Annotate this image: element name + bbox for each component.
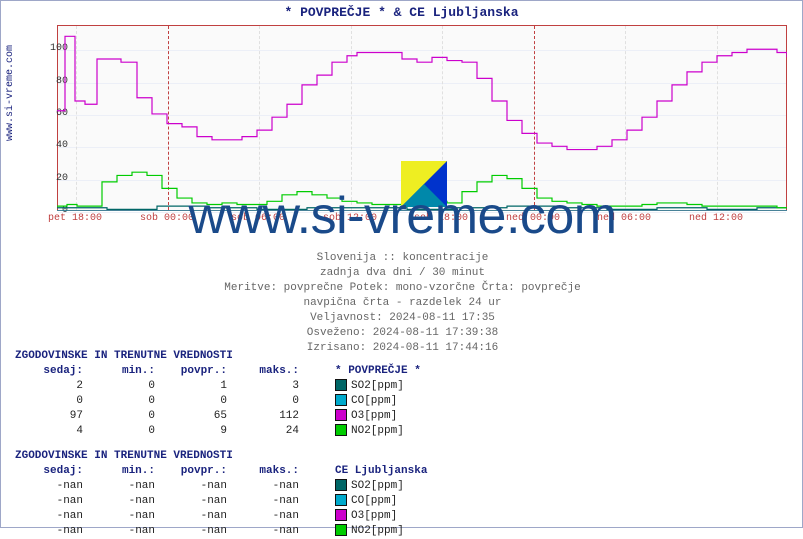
table-row: 2013SO2[ppm] <box>15 379 425 394</box>
x-tick: ned 06:00 <box>597 213 651 224</box>
table-row: -nan-nan-nan-nanNO2[ppm] <box>15 524 431 539</box>
x-tick: sob 12:00 <box>323 213 377 224</box>
legend-swatch <box>335 394 347 406</box>
legend-label: NO2[ppm] <box>351 525 404 537</box>
y-axis-label: www.si-vreme.com <box>5 45 16 141</box>
legend-swatch <box>335 524 347 536</box>
meta-line: Slovenija :: koncentracije <box>1 251 803 266</box>
legend-label: O3[ppm] <box>351 410 397 422</box>
table-row: -nan-nan-nan-nanCO[ppm] <box>15 494 431 509</box>
legend-swatch <box>335 479 347 491</box>
x-tick: ned 00:00 <box>506 213 560 224</box>
meta-line: zadnja dva dni / 30 minut <box>1 266 803 281</box>
table-row: -nan-nan-nan-nanSO2[ppm] <box>15 479 431 494</box>
chart-title: * POVPREČJE * & CE Ljubljanska <box>1 1 802 20</box>
legend-label: O3[ppm] <box>351 510 397 522</box>
legend-label: CO[ppm] <box>351 395 397 407</box>
legend-swatch <box>335 409 347 421</box>
legend-label: NO2[ppm] <box>351 425 404 437</box>
table-group-header: * POVPREČJE * <box>331 364 425 379</box>
legend-label: CO[ppm] <box>351 495 397 507</box>
watermark-logo-icon <box>401 161 447 207</box>
table-row: -nan-nan-nan-nanO3[ppm] <box>15 509 431 524</box>
chart-container: * POVPREČJE * & CE Ljubljanska www.si-vr… <box>0 0 803 528</box>
x-tick: ned 12:00 <box>689 213 743 224</box>
meta-line: Osveženo: 2024-08-11 17:39:38 <box>1 326 803 341</box>
meta-line: Veljavnost: 2024-08-11 17:35 <box>1 311 803 326</box>
legend-swatch <box>335 424 347 436</box>
data-tables: ZGODOVINSKE IN TRENUTNE VREDNOSTIsedaj:m… <box>15 349 431 539</box>
table-section-title: ZGODOVINSKE IN TRENUTNE VREDNOSTI <box>15 449 431 464</box>
table-row: 40924NO2[ppm] <box>15 424 425 439</box>
table-row: 0000CO[ppm] <box>15 394 425 409</box>
table-section-title: ZGODOVINSKE IN TRENUTNE VREDNOSTI <box>15 349 431 364</box>
meta-line: navpična črta - razdelek 24 ur <box>1 296 803 311</box>
chart-metadata: Slovenija :: koncentracijezadnja dva dni… <box>1 251 803 356</box>
legend-label: SO2[ppm] <box>351 480 404 492</box>
legend-swatch <box>335 509 347 521</box>
x-tick: sob 06:00 <box>231 213 285 224</box>
legend-swatch <box>335 494 347 506</box>
meta-line: Meritve: povprečne Potek: mono-vzorčne Č… <box>1 281 803 296</box>
x-tick: sob 00:00 <box>140 213 194 224</box>
legend-label: SO2[ppm] <box>351 380 404 392</box>
table-row: 97065112O3[ppm] <box>15 409 425 424</box>
x-axis-labels: pet 18:00sob 00:00sob 06:00sob 12:00sob … <box>57 213 787 227</box>
x-tick: sob 18:00 <box>414 213 468 224</box>
legend-swatch <box>335 379 347 391</box>
table-group-header: CE Ljubljanska <box>331 464 431 479</box>
